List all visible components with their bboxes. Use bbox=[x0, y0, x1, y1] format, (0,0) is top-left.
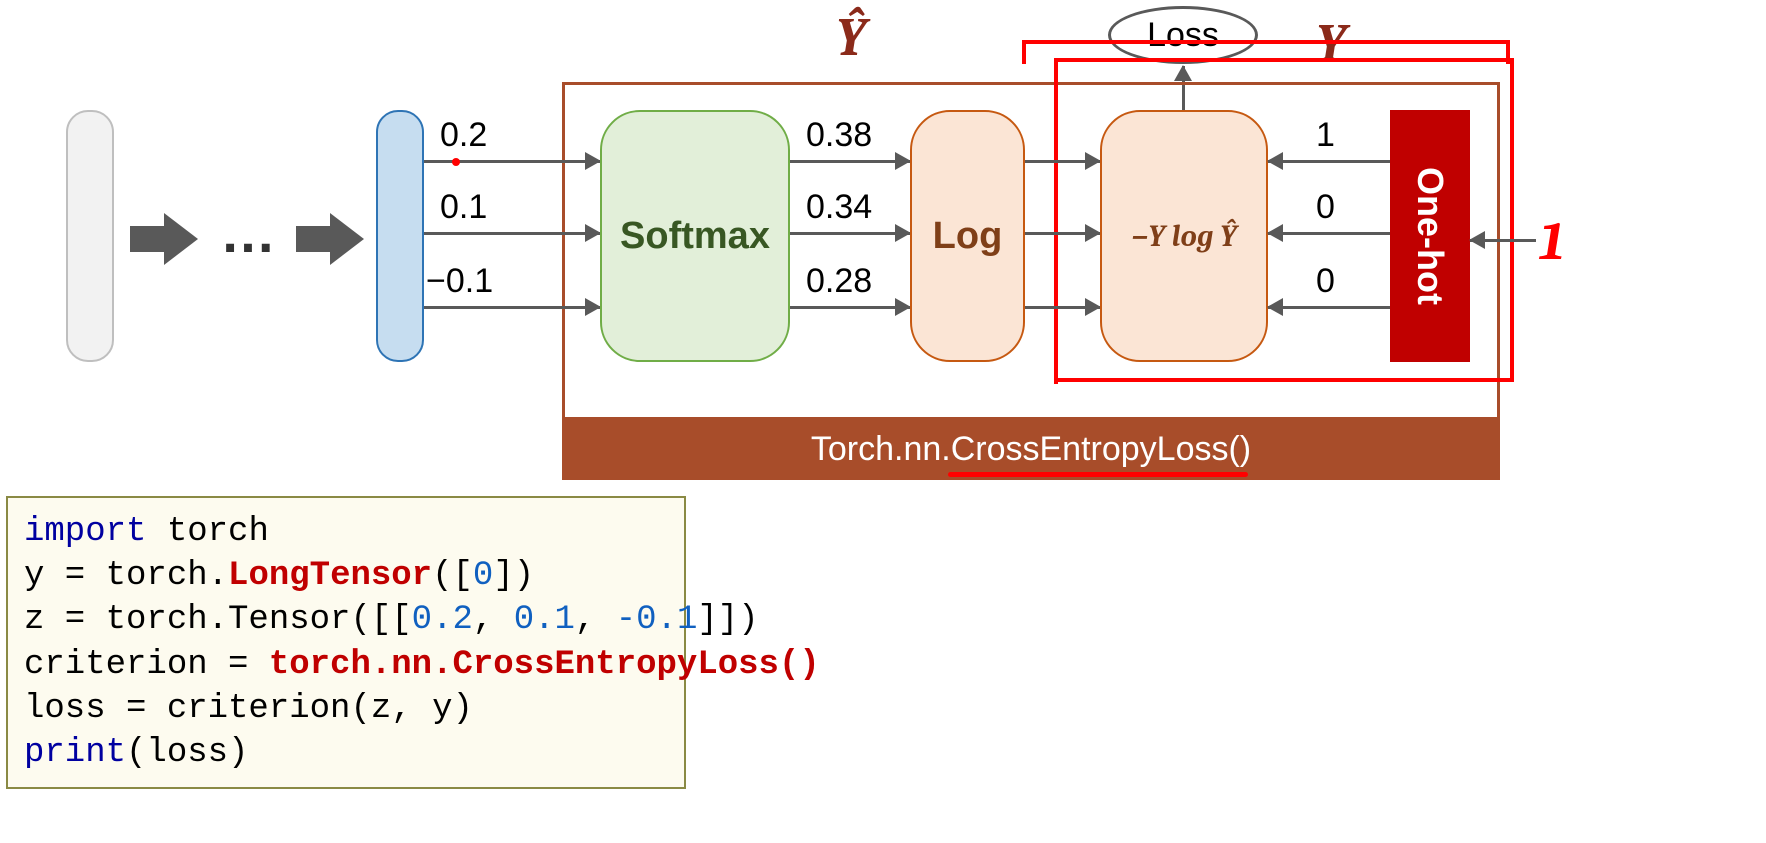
red-underline-cel bbox=[948, 472, 1248, 477]
code-l3a: z = torch.Tensor([[ bbox=[24, 601, 412, 639]
code-l2c: ([ bbox=[432, 557, 473, 595]
red-dot bbox=[452, 158, 460, 166]
softmax-node: Softmax bbox=[600, 110, 790, 362]
code-l5: loss = criterion(z, y) bbox=[24, 690, 473, 728]
code-l2e: ]) bbox=[493, 557, 534, 595]
arrow-logit-2 bbox=[424, 306, 600, 309]
arrow-tgt-2 bbox=[1268, 306, 1390, 309]
arrow-logit-1 bbox=[424, 232, 600, 235]
code-l4a: criterion = bbox=[24, 646, 269, 684]
code-l2b: LongTensor bbox=[228, 557, 432, 595]
nll-node: −Y log Ŷ bbox=[1100, 110, 1268, 362]
prob-1: 0.34 bbox=[806, 188, 872, 227]
prob-2: 0.28 bbox=[806, 262, 872, 301]
softmax-label: Softmax bbox=[620, 215, 770, 258]
log-label: Log bbox=[933, 215, 1003, 258]
log-node: Log bbox=[910, 110, 1025, 362]
code-l3d: 0.1 bbox=[514, 601, 575, 639]
one-label: 1 bbox=[1540, 210, 1564, 273]
cross-entropy-label: Torch.nn.CrossEntropyLoss() bbox=[811, 430, 1251, 469]
diagram-canvas: Ŷ Y 1 Loss Torch.nn.CrossEntropyLoss() …… bbox=[0, 0, 1766, 843]
arrow-log-2 bbox=[1025, 306, 1100, 309]
logit-1: 0.1 bbox=[440, 188, 487, 227]
arrow-log-0 bbox=[1025, 160, 1100, 163]
arrow-tgt-0 bbox=[1268, 160, 1390, 163]
code-box: import torch y = torch.LongTensor([0]) z… bbox=[6, 496, 686, 789]
code-kw-import: import bbox=[24, 513, 146, 551]
input-layer bbox=[66, 110, 114, 362]
onehot-node: One-hot bbox=[1390, 110, 1470, 362]
code-l3c: , bbox=[473, 601, 514, 639]
code-l4b: torch.nn.CrossEntropyLoss() bbox=[269, 646, 820, 684]
arrow-log-1 bbox=[1025, 232, 1100, 235]
code-l3g: ]]) bbox=[697, 601, 758, 639]
cross-entropy-label-bar: Torch.nn.CrossEntropyLoss() bbox=[562, 418, 1500, 480]
arrow-prob-1 bbox=[790, 232, 910, 235]
arrow-one-in bbox=[1470, 239, 1536, 242]
code-l6b: (loss) bbox=[126, 734, 248, 772]
arrow-tgt-1 bbox=[1268, 232, 1390, 235]
target-2: 0 bbox=[1316, 262, 1335, 301]
ellipsis: … bbox=[220, 200, 276, 265]
onehot-label: One-hot bbox=[1409, 167, 1451, 305]
target-0: 1 bbox=[1316, 116, 1335, 155]
code-l3f: -0.1 bbox=[616, 601, 698, 639]
code-l3b: 0.2 bbox=[412, 601, 473, 639]
arrow-prob-0 bbox=[790, 160, 910, 163]
logit-0: 0.2 bbox=[440, 116, 487, 155]
logit-2: −0.1 bbox=[426, 262, 493, 301]
prob-0: 0.38 bbox=[806, 116, 872, 155]
code-kw-print: print bbox=[24, 734, 126, 772]
yhat-symbol: Ŷ bbox=[836, 6, 866, 69]
nll-label: −Y log Ŷ bbox=[1131, 219, 1237, 254]
code-l2d: 0 bbox=[473, 557, 493, 595]
arrow-logit-0 bbox=[424, 160, 600, 163]
arrow-prob-2 bbox=[790, 306, 910, 309]
hidden-layer bbox=[376, 110, 424, 362]
code-l1b: torch bbox=[146, 513, 268, 551]
red-annot-vline bbox=[1054, 58, 1058, 384]
code-l3e: , bbox=[575, 601, 616, 639]
code-l2a: y = torch. bbox=[24, 557, 228, 595]
target-1: 0 bbox=[1316, 188, 1335, 227]
